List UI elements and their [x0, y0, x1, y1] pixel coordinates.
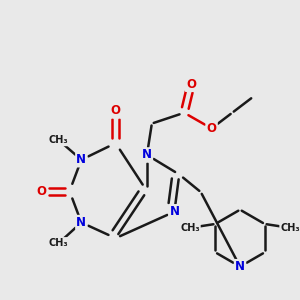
Text: N: N — [235, 260, 245, 273]
Text: O: O — [186, 78, 196, 91]
Text: N: N — [76, 153, 86, 166]
Text: CH₃: CH₃ — [180, 223, 200, 233]
Text: N: N — [169, 205, 179, 218]
Text: N: N — [142, 148, 152, 161]
Text: O: O — [207, 122, 217, 135]
Text: CH₃: CH₃ — [49, 238, 69, 248]
Text: CH₃: CH₃ — [49, 135, 69, 145]
Text: N: N — [76, 216, 86, 229]
Text: O: O — [36, 184, 46, 198]
Text: CH₃: CH₃ — [280, 223, 300, 233]
Text: O: O — [111, 104, 121, 117]
